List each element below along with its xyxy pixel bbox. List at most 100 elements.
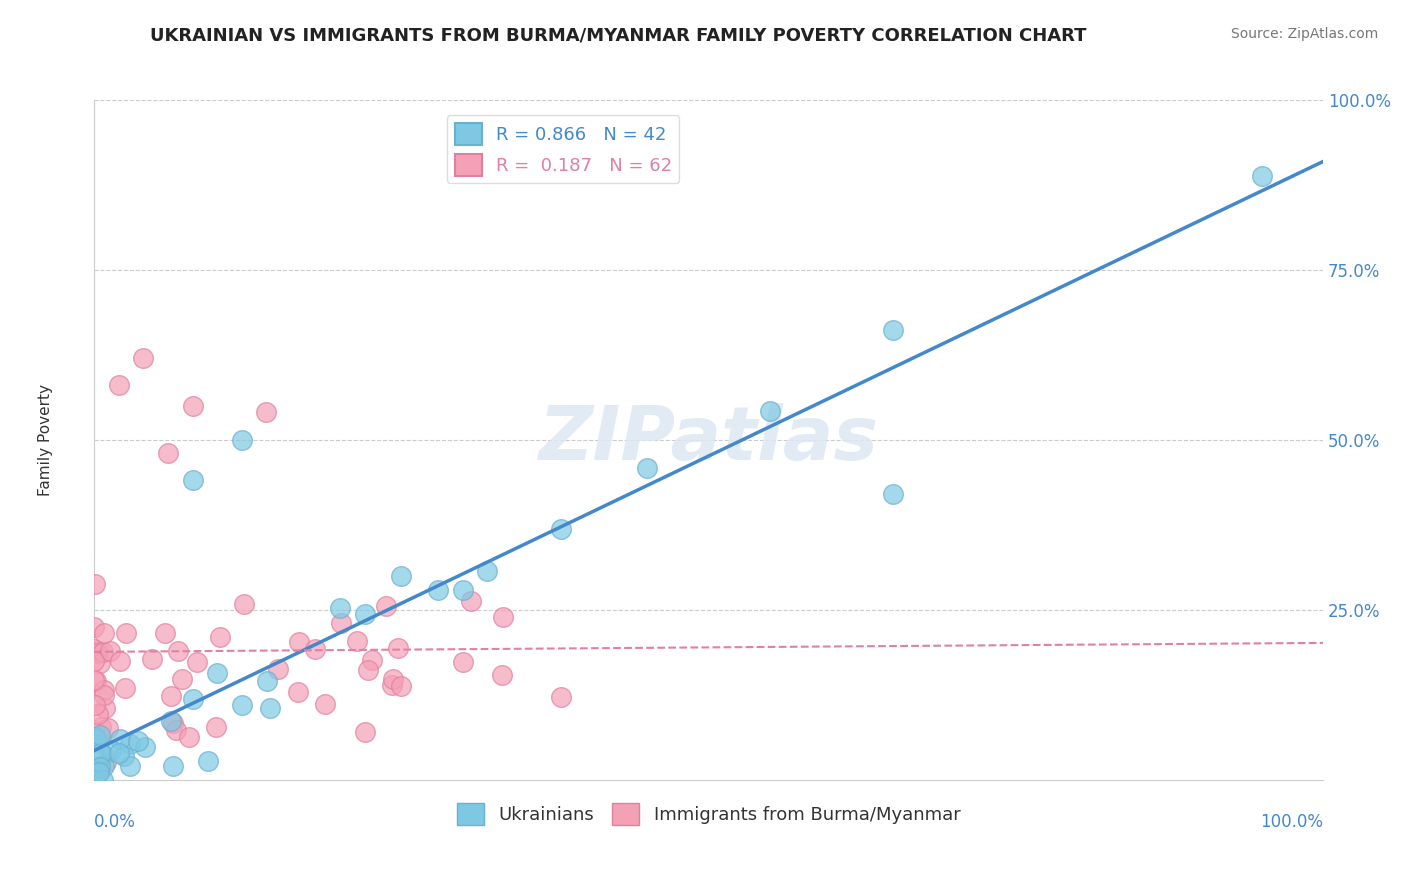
Point	[100, 743, 122, 757]
Point	[156, 446, 179, 460]
Point	[84, 673, 107, 688]
Point	[375, 599, 398, 614]
Point	[186, 655, 208, 669]
Point	[330, 616, 353, 631]
Point	[256, 674, 278, 689]
Point	[93, 683, 115, 698]
Point	[91, 645, 114, 659]
Point	[90, 720, 112, 734]
Point	[93, 626, 115, 640]
Point	[83, 620, 105, 634]
Point	[170, 673, 193, 687]
Point	[83, 577, 105, 591]
Point	[204, 720, 226, 734]
Point	[287, 685, 309, 699]
Point	[87, 644, 110, 658]
Point	[86, 707, 108, 722]
Point	[882, 323, 904, 337]
Point	[89, 759, 111, 773]
Point	[427, 583, 450, 598]
Point	[159, 690, 181, 704]
Point	[304, 641, 326, 656]
Point	[83, 654, 105, 668]
Point	[357, 663, 380, 677]
Text: 100.0%: 100.0%	[1260, 814, 1323, 831]
Point	[120, 759, 142, 773]
Point	[97, 721, 120, 735]
Point	[477, 564, 499, 578]
Point	[177, 730, 200, 744]
Point	[181, 399, 204, 413]
Point	[162, 715, 184, 730]
Text: 0.0%: 0.0%	[94, 814, 136, 831]
Text: Source: ZipAtlas.com: Source: ZipAtlas.com	[1230, 27, 1378, 41]
Point	[759, 404, 782, 418]
Point	[492, 610, 515, 624]
Point	[231, 433, 253, 447]
Point	[83, 642, 105, 657]
Point	[114, 681, 136, 695]
Point	[882, 487, 904, 501]
Text: Family Poverty: Family Poverty	[38, 384, 52, 496]
Point	[91, 747, 114, 762]
Point	[460, 594, 482, 608]
Point	[254, 405, 277, 419]
Point	[287, 634, 309, 648]
Point	[1250, 169, 1272, 183]
Point	[387, 641, 409, 656]
Point	[360, 653, 382, 667]
Point	[91, 772, 114, 787]
Point	[259, 700, 281, 714]
Point	[89, 734, 111, 748]
Point	[89, 656, 111, 670]
Point	[86, 764, 108, 779]
Point	[197, 754, 219, 768]
Point	[205, 666, 228, 681]
Point	[550, 690, 572, 704]
Point	[162, 758, 184, 772]
Point	[167, 644, 190, 658]
Point	[83, 698, 105, 712]
Point	[83, 673, 105, 688]
Point	[155, 626, 177, 640]
Point	[181, 691, 204, 706]
Point	[141, 651, 163, 665]
Point	[550, 522, 572, 536]
Point	[266, 662, 288, 676]
Point	[107, 378, 129, 392]
Text: ZIPatlas: ZIPatlas	[538, 403, 879, 476]
Point	[87, 764, 110, 779]
Point	[381, 672, 404, 686]
Point	[94, 701, 117, 715]
Point	[108, 731, 131, 746]
Point	[181, 474, 204, 488]
Point	[86, 731, 108, 746]
Point	[120, 737, 142, 751]
Point	[83, 772, 105, 787]
Point	[314, 698, 336, 712]
Point	[98, 644, 121, 658]
Point	[491, 668, 513, 682]
Point	[165, 723, 187, 737]
Point	[93, 759, 115, 773]
Point	[87, 765, 110, 780]
Point	[108, 654, 131, 668]
Point	[329, 601, 352, 615]
Point	[391, 679, 413, 693]
Point	[96, 755, 118, 769]
Point	[636, 461, 658, 475]
Point	[127, 733, 149, 747]
Legend: Ukrainians, Immigrants from Burma/Myanmar: Ukrainians, Immigrants from Burma/Myanma…	[450, 796, 967, 831]
Point	[353, 725, 375, 739]
Point	[108, 747, 131, 761]
Point	[353, 607, 375, 622]
Point	[231, 698, 253, 712]
Text: UKRAINIAN VS IMMIGRANTS FROM BURMA/MYANMAR FAMILY POVERTY CORRELATION CHART: UKRAINIAN VS IMMIGRANTS FROM BURMA/MYANM…	[150, 27, 1087, 45]
Point	[391, 569, 413, 583]
Point	[89, 727, 111, 741]
Point	[83, 723, 105, 737]
Point	[90, 746, 112, 760]
Point	[93, 688, 115, 702]
Point	[451, 656, 474, 670]
Point	[86, 646, 108, 660]
